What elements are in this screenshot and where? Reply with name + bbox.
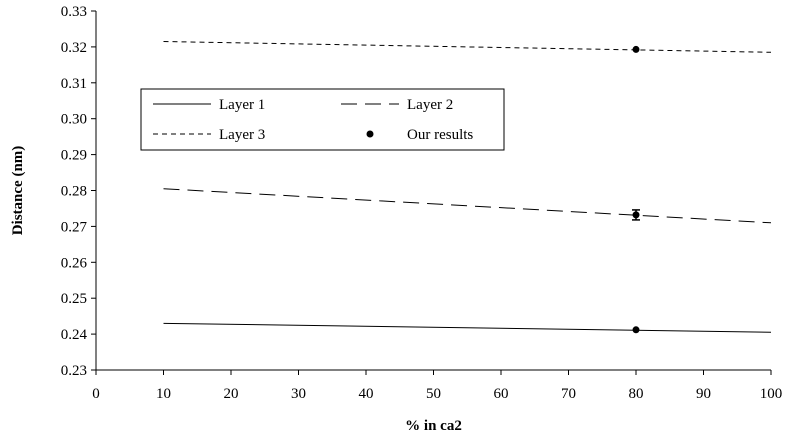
x-tick-label: 60	[494, 386, 509, 402]
legend-label: Layer 1	[219, 97, 265, 113]
y-tick-label: 0.23	[61, 363, 87, 379]
legend-swatch-our-results	[366, 130, 374, 138]
result-point	[632, 45, 640, 53]
series-layer	[163, 41, 772, 333]
x-tick-label: 70	[561, 386, 576, 402]
x-tick-label: 50	[426, 386, 441, 402]
legend: Layer 1 Layer 2 Layer 3 Our results	[140, 88, 505, 151]
y-tick-label: 0.27	[61, 219, 88, 235]
x-tick-label: 40	[359, 386, 374, 402]
series-line-layer-1	[163, 322, 772, 333]
x-tick-label: 0	[92, 386, 100, 402]
x-tick-label: 20	[224, 386, 239, 402]
x-axis-title: % in ca2	[405, 418, 462, 434]
y-tick-label: 0.28	[61, 184, 87, 200]
y-tick-label: 0.32	[61, 40, 87, 56]
y-tick-label: 0.29	[61, 148, 87, 164]
points-layer	[632, 45, 640, 334]
y-tick-label: 0.31	[61, 76, 87, 92]
y-tick-label: 0.24	[61, 327, 88, 343]
axes: 0.23 0.24 0.25 0.26 0.27 0.28 0.29 0.30 0.31 0.32…	[61, 4, 783, 402]
y-tick-label: 0.25	[61, 291, 87, 307]
result-point	[632, 326, 640, 334]
legend-label: Our results	[407, 127, 473, 143]
legend-box	[140, 88, 505, 151]
result-point	[632, 211, 640, 219]
y-tick-label: 0.33	[61, 4, 87, 20]
x-tick-label: 10	[156, 386, 171, 402]
x-tick-label: 30	[291, 386, 306, 402]
y-tick-label: 0.30	[61, 112, 87, 128]
y-axis-title: Distance (nm)	[10, 146, 26, 236]
x-tick-label: 100	[760, 386, 783, 402]
series-line-layer-2	[163, 188, 772, 224]
x-tick-label: 80	[629, 386, 644, 402]
legend-label: Layer 2	[407, 97, 453, 113]
x-tick-label: 90	[696, 386, 711, 402]
series-line-layer-3	[163, 41, 772, 53]
y-tick-label: 0.26	[61, 255, 88, 271]
legend-label: Layer 3	[219, 127, 265, 143]
